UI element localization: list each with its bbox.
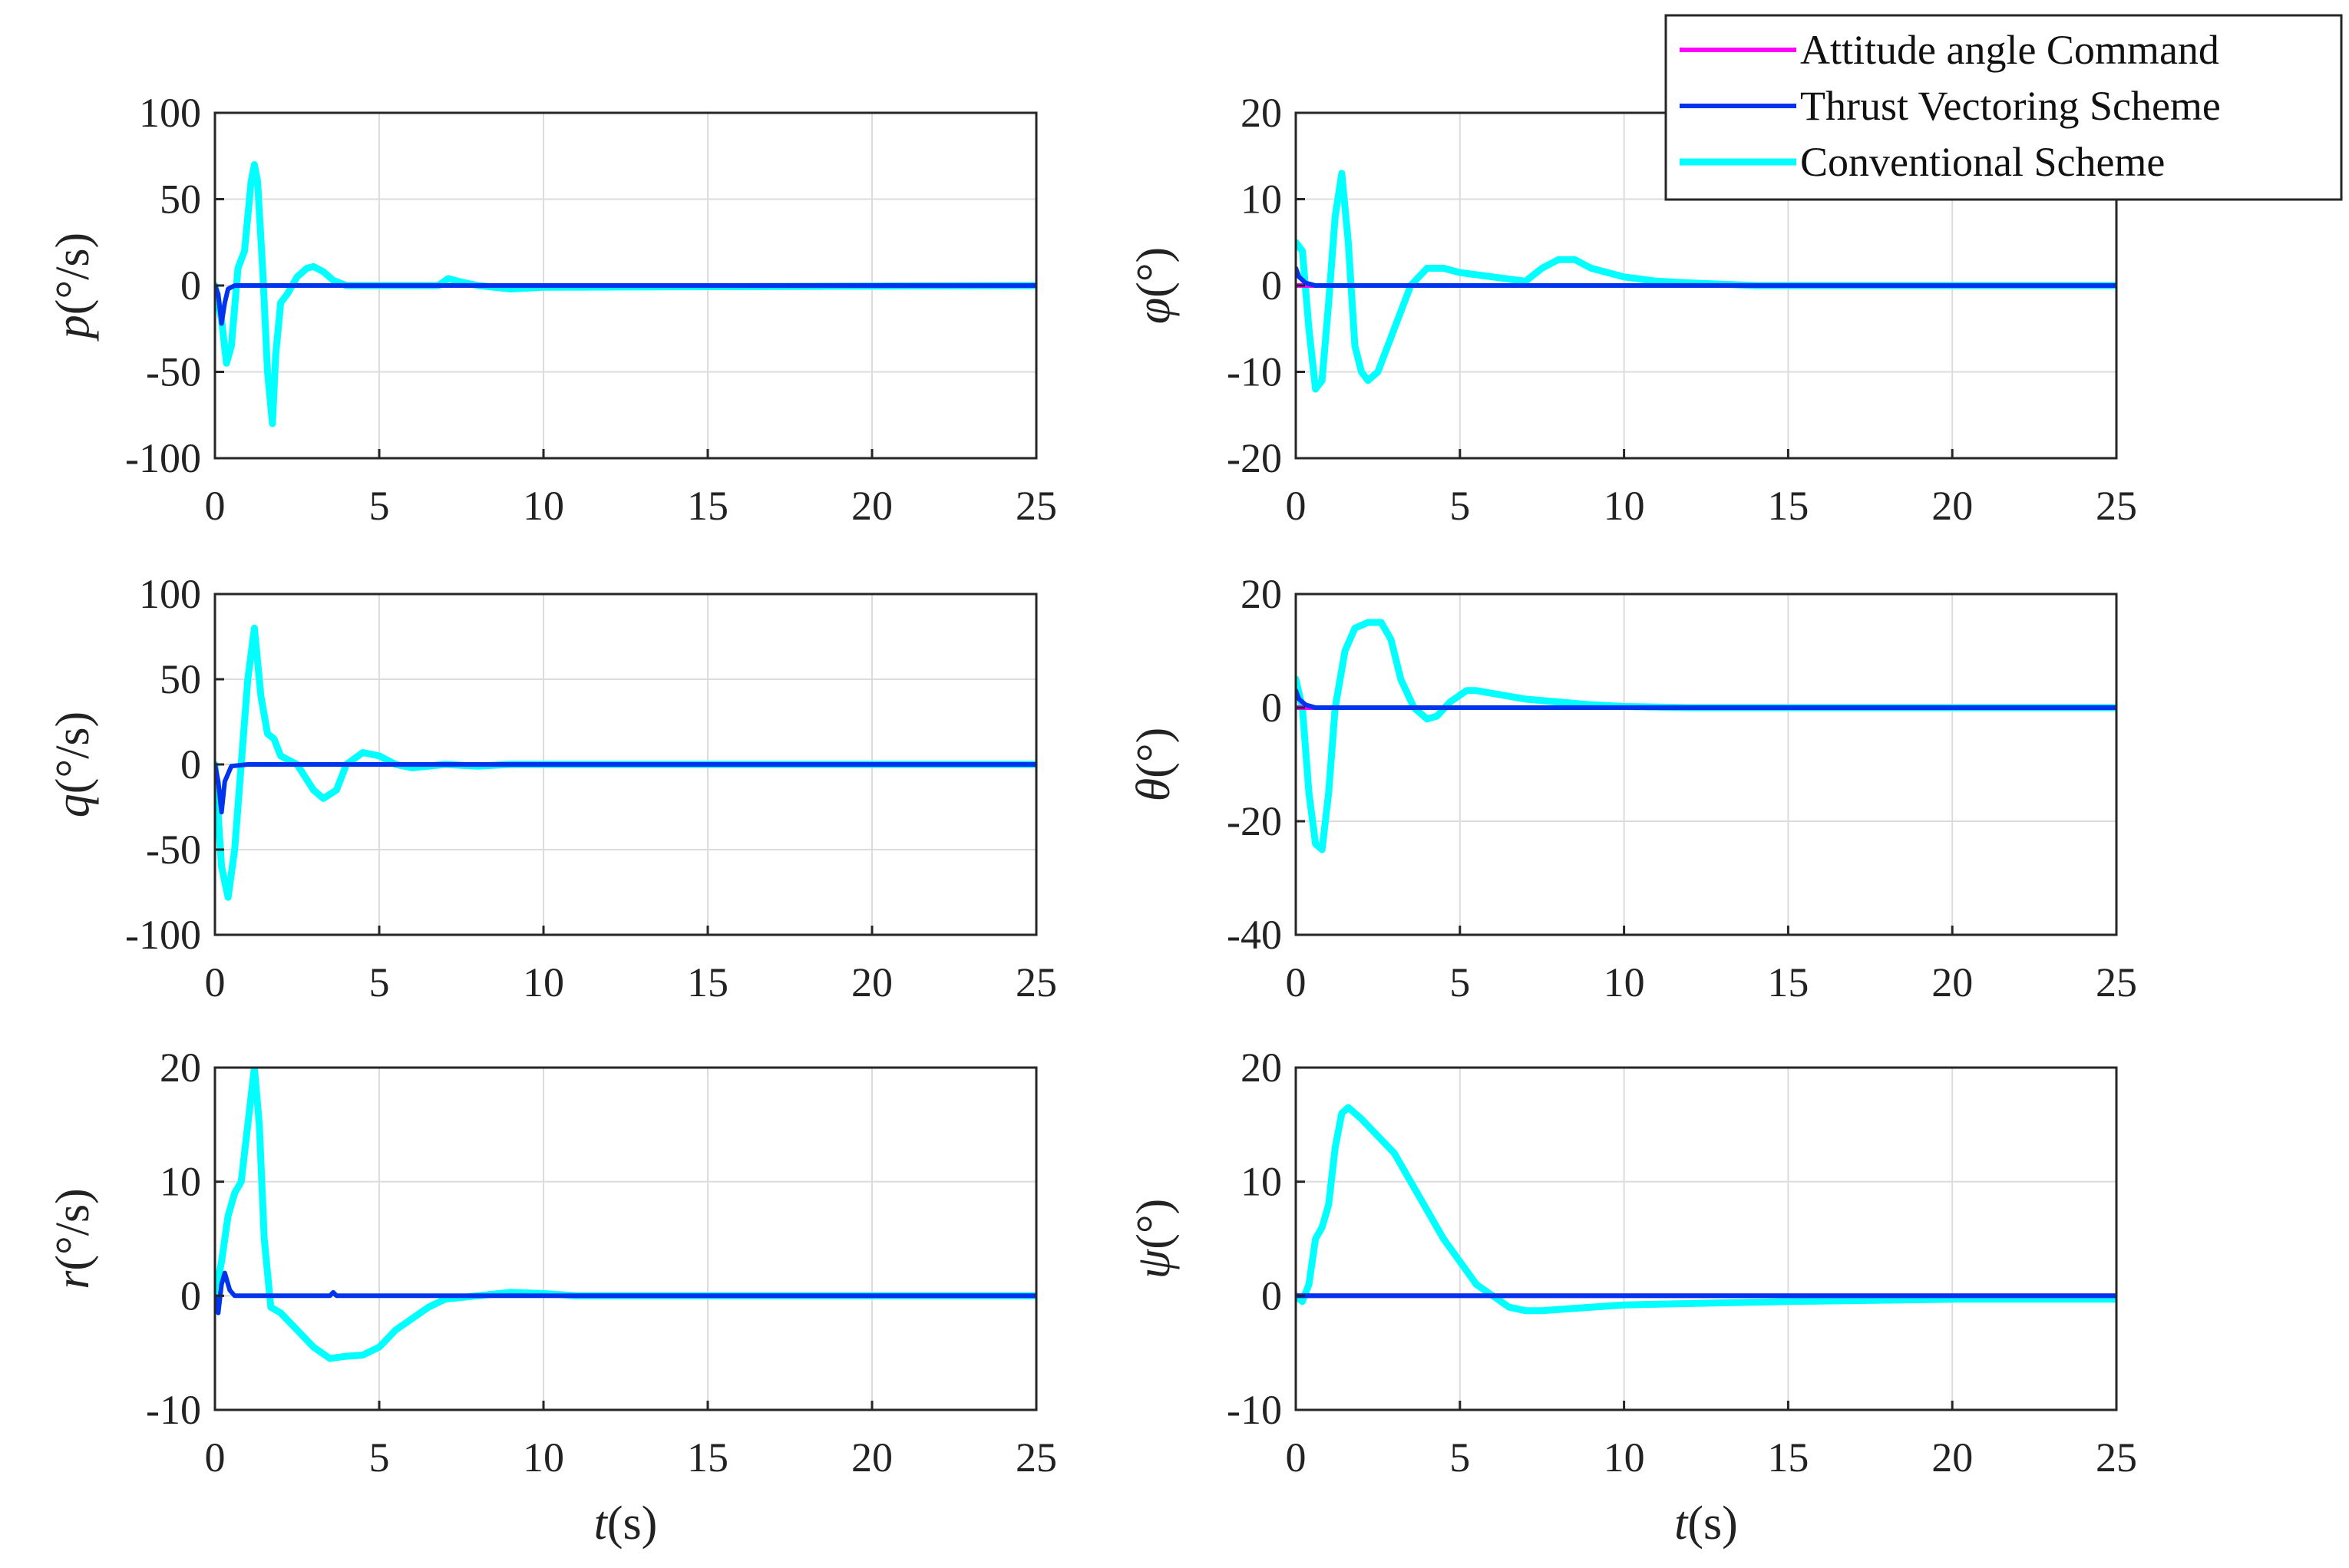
x-tick-label: 15 <box>687 959 728 1005</box>
x-axis-label: t(s) <box>1674 1497 1738 1550</box>
y-tick-label: 10 <box>1241 1159 1282 1205</box>
y-axis-label: θ(°) <box>1128 728 1180 802</box>
x-tick-label: 25 <box>1016 1434 1057 1481</box>
x-tick-label: 5 <box>1449 1434 1470 1481</box>
x-tick-label: 10 <box>523 959 564 1005</box>
x-tick-label: 10 <box>523 1434 564 1481</box>
series-line-thrust-vectoring-scheme <box>215 283 1036 326</box>
x-tick-label: 25 <box>2096 483 2137 529</box>
x-tick-label: 20 <box>851 1434 893 1481</box>
x-tick-label: 0 <box>205 1434 226 1481</box>
y-tick-label: -50 <box>146 349 201 395</box>
x-tick-label: 15 <box>1767 1434 1809 1481</box>
y-axis-label: p(°/s) <box>47 233 99 342</box>
subplot-p: 0 5 10 15 20 25 -100 -50 0 50 100 p(°/s) <box>47 90 1057 529</box>
y-tick-label: -10 <box>146 1387 201 1433</box>
y-axis-label: r(°/s) <box>47 1188 99 1289</box>
y-tick-label: -100 <box>125 435 201 481</box>
x-tick-label: 25 <box>2096 959 2137 1005</box>
x-tick-label: 15 <box>687 483 728 529</box>
x-tick-label: 0 <box>1286 483 1307 529</box>
y-tick-label: -100 <box>125 912 201 958</box>
legend-label: Thrust Vectoring Scheme <box>1800 83 2221 129</box>
legend-label: Attitude angle Command <box>1800 27 2219 73</box>
y-tick-label: 0 <box>180 262 201 309</box>
y-tick-label: 100 <box>139 90 201 136</box>
y-tick-label: 100 <box>139 571 201 617</box>
y-tick-label: 20 <box>1241 1045 1282 1091</box>
y-tick-label: -50 <box>146 827 201 873</box>
axes-frame <box>1294 1066 2118 1411</box>
x-tick-label: 10 <box>1604 959 1645 1005</box>
y-tick-label: -20 <box>1227 435 1282 481</box>
x-tick-label: 20 <box>851 483 893 529</box>
y-axis-label: ψ(°) <box>1128 1199 1180 1279</box>
subplot-q: 0 5 10 15 20 25 -100 -50 0 50 100 q(°/s) <box>47 571 1057 1005</box>
x-tick-label: 5 <box>1449 483 1470 529</box>
series-line-thrust-vectoring-scheme <box>1296 688 2116 710</box>
x-tick-label: 15 <box>687 1434 728 1481</box>
x-tick-label: 20 <box>1931 1434 1973 1481</box>
x-tick-label: 10 <box>1604 1434 1645 1481</box>
y-tick-label: -20 <box>1227 798 1282 844</box>
x-tick-label: 25 <box>1016 959 1057 1005</box>
series-line-thrust-vectoring-scheme <box>215 762 1036 815</box>
x-tick-label: 5 <box>369 483 390 529</box>
x-tick-label: 0 <box>205 483 226 529</box>
x-tick-label: 0 <box>205 959 226 1005</box>
x-tick-label: 5 <box>369 1434 390 1481</box>
y-tick-label: -10 <box>1227 349 1282 395</box>
legend: Attitude angle Command Thrust Vectoring S… <box>1664 14 2343 201</box>
y-tick-label: 0 <box>1261 685 1282 731</box>
y-tick-label: 10 <box>160 1159 201 1205</box>
x-tick-label: 20 <box>1931 959 1973 1005</box>
y-tick-label: 10 <box>1241 177 1282 223</box>
y-tick-label: 20 <box>1241 571 1282 617</box>
axes-frame <box>213 1066 1038 1411</box>
x-tick-label: 0 <box>1286 959 1307 1005</box>
subplot-θ: 0 5 10 15 20 25 -40 -20 0 20 θ(°) <box>1128 571 2137 1005</box>
y-tick-label: 50 <box>160 177 201 223</box>
series-line-thrust-vectoring-scheme <box>1296 266 2116 288</box>
x-tick-label: 25 <box>2096 1434 2137 1481</box>
y-tick-label: 0 <box>1261 1273 1282 1319</box>
x-tick-label: 10 <box>523 483 564 529</box>
y-axis-label: φ(°) <box>1128 247 1180 324</box>
y-tick-label: 0 <box>180 1273 201 1319</box>
y-tick-label: 0 <box>1261 262 1282 309</box>
x-tick-label: 5 <box>1449 959 1470 1005</box>
axes-background <box>1294 1066 2118 1411</box>
x-tick-label: 0 <box>1286 1434 1307 1481</box>
x-axis-label: t(s) <box>594 1497 658 1550</box>
y-tick-label: -40 <box>1227 912 1282 958</box>
axes-background <box>1294 593 2118 936</box>
y-tick-label: 0 <box>180 741 201 787</box>
series-line-conventional-scheme <box>1296 1104 2116 1315</box>
axes-frame <box>1294 593 2118 936</box>
y-tick-label: 50 <box>160 656 201 702</box>
x-tick-label: 20 <box>1931 483 1973 529</box>
y-tick-label: -10 <box>1227 1387 1282 1433</box>
x-tick-label: 5 <box>369 959 390 1005</box>
series-line-thrust-vectoring-scheme <box>215 1270 1036 1315</box>
legend-label: Conventional Scheme <box>1800 139 2165 185</box>
y-axis-label: q(°/s) <box>47 711 99 817</box>
x-tick-label: 15 <box>1767 483 1809 529</box>
x-tick-label: 20 <box>851 959 893 1005</box>
y-tick-label: 20 <box>1241 90 1282 136</box>
y-tick-label: 20 <box>160 1045 201 1091</box>
x-tick-label: 25 <box>1016 483 1057 529</box>
x-tick-label: 10 <box>1604 483 1645 529</box>
series-line-conventional-scheme <box>1296 170 2116 393</box>
x-tick-label: 15 <box>1767 959 1809 1005</box>
